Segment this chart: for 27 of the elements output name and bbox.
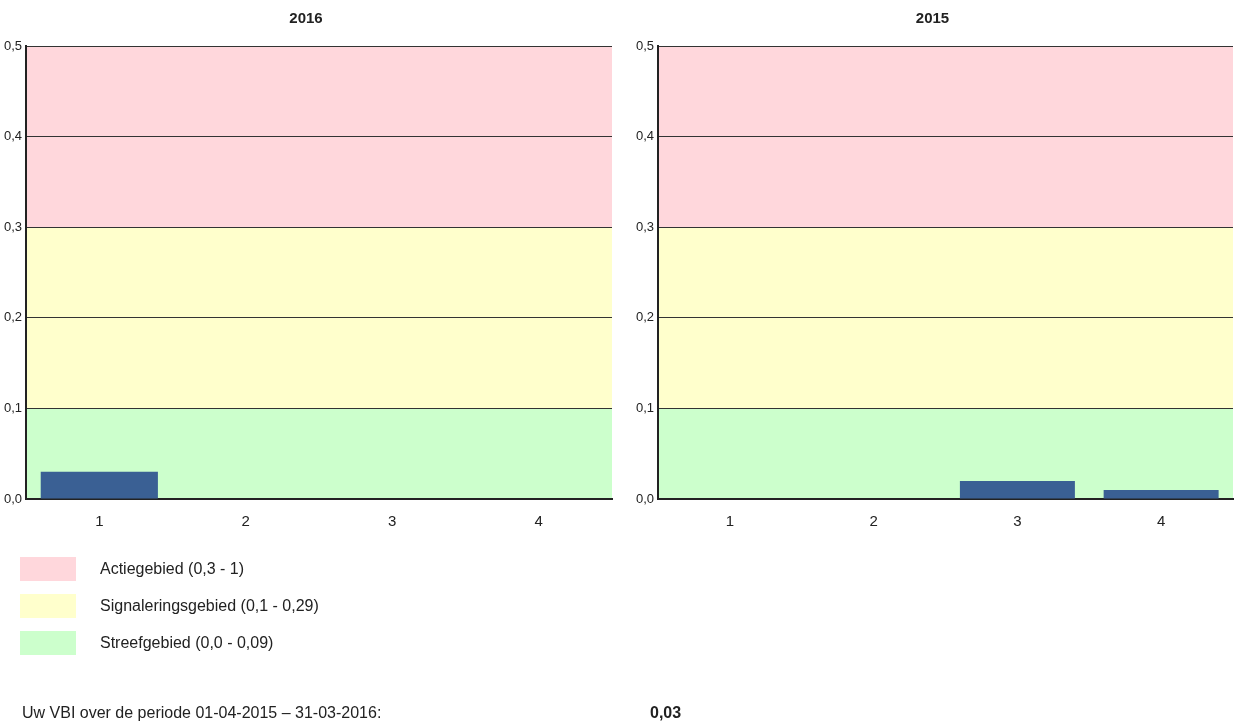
y-tick-label: 0,4 (3, 128, 23, 144)
legend-label: Actiegebied (0,3 - 1) (100, 559, 245, 578)
x-tick-label: 2 (869, 512, 878, 530)
chart-title: 2015 (915, 9, 950, 27)
y-tick-label: 0,0 (635, 490, 655, 506)
text: 0,03 (650, 704, 682, 722)
x-tick-label: 1 (95, 512, 104, 530)
y-tick-label: 0,1 (635, 399, 655, 415)
x-tick-label: 3 (1013, 512, 1022, 530)
x-tick-label: 2 (241, 512, 250, 530)
y-tick-label: 0,3 (635, 218, 655, 234)
y-tick-label: 0,1 (3, 399, 23, 415)
x-tick-label: 4 (1156, 512, 1166, 530)
text: Uw VBI over de periode 01-04-2015 – 31-03-2016: (22, 704, 382, 722)
x-tick-label: 3 (388, 512, 397, 530)
legend-label: Streefgebied (0,0 - 0,09) (100, 633, 274, 652)
y-tick-label: 0,5 (635, 37, 655, 53)
chart-title: 2016 (289, 9, 323, 27)
x-tick-label: 1 (725, 512, 735, 530)
y-tick-label: 0,2 (635, 309, 655, 325)
y-tick-label: 0,5 (3, 37, 23, 53)
y-tick-label: 0,0 (3, 490, 23, 506)
legend-label: Signaleringsgebied (0,1 - 0,29) (100, 596, 319, 615)
y-tick-label: 0,2 (3, 309, 23, 325)
x-tick-label: 4 (534, 512, 543, 530)
y-tick-label: 0,4 (635, 128, 655, 144)
y-tick-label: 0,3 (3, 218, 23, 234)
